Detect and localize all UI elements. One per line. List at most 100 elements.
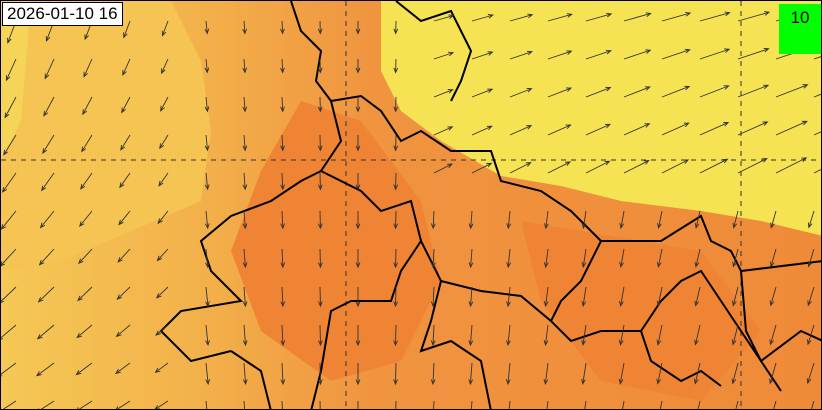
wind-arrow — [355, 134, 361, 152]
wind-arrow — [157, 210, 169, 225]
wind-arrow — [731, 362, 739, 385]
wind-arrow — [693, 362, 701, 385]
wind-arrow — [699, 48, 731, 60]
wind-arrow — [161, 20, 169, 37]
wind-arrow — [581, 286, 587, 308]
wind-arrow — [116, 286, 131, 300]
wind-arrow — [737, 11, 771, 22]
wind-arrow — [204, 210, 210, 230]
wind-arrow — [430, 286, 436, 308]
wind-arrow — [468, 286, 474, 308]
wind-arrow — [807, 286, 815, 307]
wind-arrow — [433, 89, 454, 98]
wind-arrow — [622, 400, 625, 409]
wind-arrow — [735, 400, 739, 409]
wind-arrow — [773, 400, 777, 409]
wind-arrow — [433, 14, 455, 22]
wind-arrow — [355, 324, 361, 347]
wind-arrow — [430, 362, 436, 386]
wind-arrow — [242, 172, 248, 191]
wind-arrow — [319, 400, 321, 409]
wind-arrow — [355, 286, 361, 308]
wind-arrow — [393, 286, 398, 308]
wind-arrow — [4, 96, 17, 119]
wind-arrow — [769, 248, 777, 268]
wind-arrow — [355, 210, 361, 230]
wind-arrow — [656, 286, 663, 307]
wind-arrow — [80, 172, 93, 190]
wind-arrow — [775, 120, 808, 136]
wind-arrow — [547, 124, 572, 136]
wind-arrow — [115, 324, 131, 338]
wind-arrow — [114, 362, 131, 375]
wind-arrow — [731, 324, 739, 346]
wind-arrow — [699, 122, 730, 136]
wind-arrow — [732, 286, 739, 307]
wind-arrow — [393, 324, 398, 347]
wind-arrow — [242, 96, 248, 113]
wind-arrow — [471, 88, 494, 98]
wind-arrow — [581, 210, 587, 230]
wind-arrow — [204, 58, 210, 74]
wind-arrow — [158, 172, 169, 187]
wind-arrow — [506, 324, 511, 347]
wind-arrow — [44, 58, 55, 80]
wind-arrow — [471, 51, 494, 60]
wind-arrow — [393, 210, 399, 230]
wind-arrow — [1, 324, 17, 340]
wind-arrow — [661, 159, 690, 174]
wind-arrow — [393, 58, 399, 74]
wind-arrow — [508, 400, 511, 409]
wind-arrow — [506, 210, 512, 230]
wind-arrow — [115, 400, 131, 409]
wind-arrow — [732, 248, 739, 268]
wind-arrow — [160, 96, 169, 112]
wind-arrow — [471, 14, 494, 22]
wind-arrow — [317, 20, 323, 35]
wind-arrow — [36, 324, 55, 340]
wind-arrow — [623, 123, 651, 136]
wind-arrow — [659, 400, 663, 409]
wind-arrow — [544, 210, 549, 230]
wind-arrow — [661, 48, 691, 60]
wind-arrow — [355, 172, 361, 191]
wind-arrow — [156, 248, 169, 262]
wind-arrow — [585, 49, 612, 60]
wind-arrow — [737, 84, 770, 98]
wind-arrow — [318, 324, 323, 347]
wind-arrow — [769, 324, 777, 346]
wind-arrow — [694, 210, 701, 229]
wind-arrow — [737, 47, 770, 60]
wind-arrow — [737, 121, 769, 136]
wind-arrow — [775, 157, 808, 174]
wind-arrow — [242, 286, 248, 308]
wind-arrow — [42, 134, 55, 155]
wind-arrow — [699, 85, 730, 98]
wind-arrow — [155, 286, 169, 299]
wind-arrow — [118, 210, 131, 226]
wind-arrow — [155, 324, 169, 336]
wind-arrow — [623, 160, 650, 174]
wind-arrow — [204, 20, 210, 35]
wind-arrow — [318, 362, 323, 386]
wind-arrow — [661, 11, 692, 22]
wind-arrow — [2, 400, 17, 409]
wind-arrow — [122, 58, 131, 77]
wind-arrow — [78, 248, 93, 265]
wind-arrow — [656, 362, 663, 385]
wind-arrow — [317, 248, 323, 269]
wind-arrow — [3, 134, 17, 156]
wind-arrow — [656, 324, 663, 346]
wind-arrow — [1, 172, 17, 193]
wind-arrow — [509, 88, 533, 98]
wind-arrow — [737, 158, 768, 174]
wind-arrow — [433, 51, 455, 60]
wind-arrow — [154, 400, 169, 409]
wind-arrow — [393, 362, 398, 386]
wind-arrow — [584, 400, 587, 409]
wind-arrow — [769, 362, 777, 385]
wind-arrow — [509, 125, 533, 136]
wind-arrow — [585, 12, 613, 22]
wind-arrow — [119, 172, 131, 189]
